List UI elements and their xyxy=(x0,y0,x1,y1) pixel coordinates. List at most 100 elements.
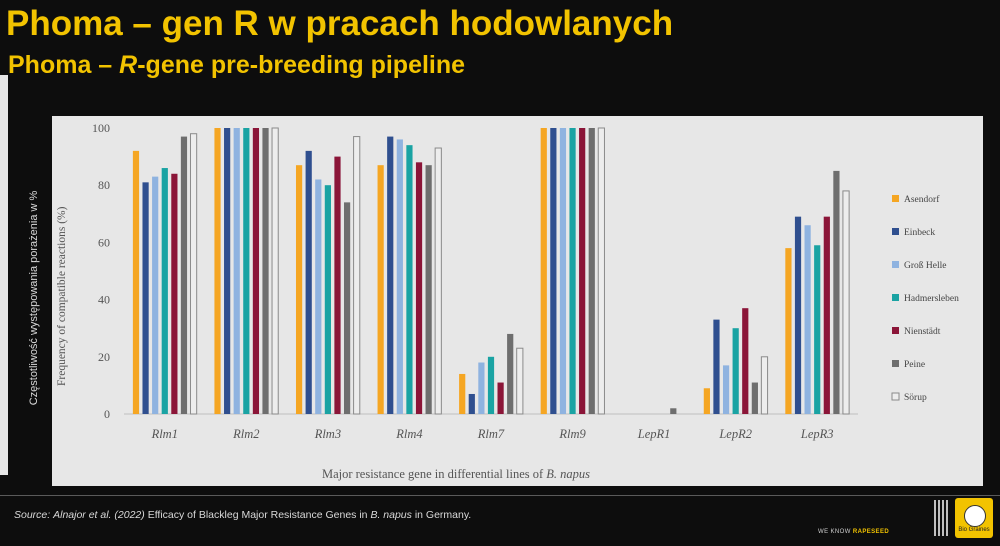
bar xyxy=(842,190,850,415)
x-tick-label: Rlm2 xyxy=(232,427,259,441)
bar xyxy=(760,356,769,415)
x-tick-label: Rlm9 xyxy=(558,427,586,441)
y-tick-label: 40 xyxy=(98,293,110,307)
legend-label: Nienstädt xyxy=(904,327,941,337)
slide-title-english: Phoma – R-gene pre-breeding pipeline xyxy=(8,51,465,80)
bar xyxy=(751,382,758,414)
source-year: (2022) xyxy=(114,509,145,521)
bar xyxy=(516,347,524,415)
bar xyxy=(814,245,821,414)
y-tick-label: 60 xyxy=(98,235,110,249)
x-tick-label: Rlm3 xyxy=(314,427,341,441)
legend-swatch xyxy=(892,195,899,202)
bar xyxy=(507,333,514,414)
bar xyxy=(180,136,188,414)
bar xyxy=(833,170,840,414)
x-tick-label: LepR1 xyxy=(637,427,671,441)
bar xyxy=(353,136,361,415)
bar xyxy=(670,408,677,414)
legend-swatch xyxy=(891,392,900,401)
bar xyxy=(497,382,504,414)
bar xyxy=(377,165,384,414)
bar xyxy=(569,128,576,414)
legend-swatch xyxy=(892,261,899,268)
x-tick-label: Rlm7 xyxy=(477,427,505,441)
bar xyxy=(794,216,802,414)
bar xyxy=(713,319,720,414)
legend-label: Hadmersleben xyxy=(904,294,959,304)
x-axis-label-italic: B. napus xyxy=(546,467,590,481)
x-tick-label: LepR3 xyxy=(800,427,834,441)
bar xyxy=(703,388,710,414)
bar xyxy=(478,362,485,414)
bar-chart: 0 20 40 60 80 100 Rlm1 Rlm2 Rlm3 Rlm4 Rlm7 Rlm9 LepR… xyxy=(56,121,959,481)
bar xyxy=(233,128,240,414)
bar xyxy=(550,128,557,414)
source-title-a: Efficacy of Blackleg Major Resistance Ge… xyxy=(147,509,368,521)
bar xyxy=(425,165,432,414)
bars-group xyxy=(132,127,850,415)
bar xyxy=(415,162,423,414)
legend-label: Groß Helle xyxy=(904,260,946,271)
bar xyxy=(540,128,547,414)
title-en-prefix: Phoma – xyxy=(8,51,120,79)
slide-title-polish: Phoma – gen R w pracach hodowlanych xyxy=(6,4,674,43)
bar xyxy=(262,128,269,414)
y-tick-label: 100 xyxy=(92,121,110,135)
bar xyxy=(487,356,495,414)
y-axis-label: Frequency of compatible reactions (%) xyxy=(56,206,68,386)
ticks-group: 0 20 40 60 80 100 Rlm1 Rlm2 Rlm3 Rlm4 Rlm7 Rlm9 LepR… xyxy=(92,121,834,441)
y-tick-label: 0 xyxy=(104,407,110,421)
bar xyxy=(343,202,351,414)
company-logo: Bio Graines xyxy=(955,498,993,538)
bar xyxy=(132,150,140,414)
legend-swatch xyxy=(892,327,899,334)
legend-label: Sörup xyxy=(904,393,927,403)
x-axis-label: Major resistance gene in differential li… xyxy=(322,467,590,481)
source-authors: Alnajor et al. xyxy=(53,509,112,521)
bar xyxy=(434,147,442,415)
bar xyxy=(732,328,739,414)
bar xyxy=(271,127,279,415)
bar xyxy=(742,308,749,414)
slogan-prefix: WE KNOW xyxy=(818,529,851,535)
stripe-decoration xyxy=(934,500,948,536)
legend-label: Asendorf xyxy=(904,194,940,205)
legend-label: Peine xyxy=(904,360,925,370)
bar xyxy=(243,128,250,414)
bar xyxy=(406,145,413,414)
bar xyxy=(459,373,466,414)
bar xyxy=(295,165,303,414)
bar xyxy=(152,176,159,414)
bar xyxy=(315,179,322,414)
bar xyxy=(559,128,567,414)
x-tick-label: LepR2 xyxy=(718,427,752,441)
bar xyxy=(252,128,260,414)
bar xyxy=(189,133,198,415)
bar xyxy=(722,365,730,414)
outer-y-axis-label: Częstotliwość występowania porażenia w % xyxy=(28,190,40,406)
legend-swatch xyxy=(892,294,899,301)
source-citation: Source: Alnajor et al. (2022) Efficacy o… xyxy=(14,509,471,521)
bar xyxy=(785,248,792,414)
bar xyxy=(579,128,586,414)
legend-swatch xyxy=(892,228,899,235)
bar xyxy=(468,393,475,414)
x-tick-label: Rlm1 xyxy=(151,427,178,441)
chart-panel: 0 20 40 60 80 100 Rlm1 Rlm2 Rlm3 Rlm4 Rlm7 Rlm9 LepR… xyxy=(52,116,983,486)
bar xyxy=(224,128,231,414)
slogan-highlight: RAPESEED xyxy=(852,529,890,535)
logo-emblem xyxy=(964,505,986,527)
bar xyxy=(804,225,811,414)
source-label: Source: xyxy=(14,509,51,521)
bar xyxy=(161,168,168,414)
left-edge-strip xyxy=(0,75,8,475)
legend-label: Einbeck xyxy=(904,228,935,238)
title-en-italic: R xyxy=(119,51,138,79)
bar xyxy=(396,139,403,414)
footer-divider xyxy=(0,495,1000,496)
bar xyxy=(334,156,341,414)
y-tick-label: 80 xyxy=(98,178,110,192)
bar xyxy=(214,128,221,414)
bar xyxy=(305,150,312,414)
